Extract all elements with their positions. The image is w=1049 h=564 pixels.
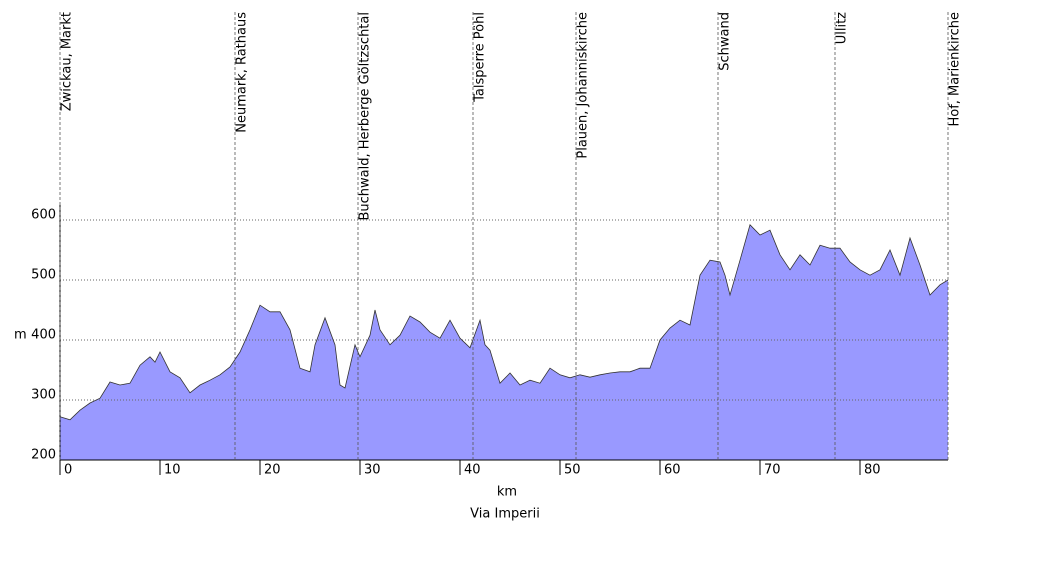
waypoint-label: Neumark, Rathaus [235, 12, 250, 133]
x-tick-label: 20 [264, 463, 281, 478]
waypoint-label: Buchwald, Herberge Göltzschtal [358, 12, 373, 221]
waypoint-label: Ullitz [835, 12, 850, 44]
y-tick-label: 300 [31, 388, 56, 403]
x-tick-label: 40 [464, 463, 481, 478]
x-axis-label: km [497, 485, 517, 500]
y-tick-label: 500 [31, 268, 56, 283]
elevation-line [59, 224, 949, 421]
elevation-area [60, 224, 948, 460]
y-tick-label: 200 [31, 448, 56, 463]
chart-title: Via Imperii [470, 507, 540, 522]
waypoint-label: Schwand [718, 12, 733, 71]
waypoint-label: Plauen, Johanniskirche [576, 12, 591, 159]
waypoint-label: Zwickau, Markt [60, 12, 75, 111]
waypoint-label: Talsperre Pöhl [473, 12, 488, 103]
y-tick-label: 600 [31, 208, 56, 223]
x-tick-label: 10 [164, 463, 181, 478]
x-tick-label: 0 [64, 463, 72, 478]
x-tick-label: 30 [364, 463, 381, 478]
waypoint-label: Hof, Marienkirche [948, 12, 963, 127]
x-tick-label: 60 [664, 463, 681, 478]
x-tick-label: 70 [764, 463, 781, 478]
y-tick-label: 400 [31, 328, 56, 343]
y-axis-label: m [14, 328, 27, 343]
x-tick-label: 80 [864, 463, 881, 478]
x-tick-label: 50 [564, 463, 581, 478]
